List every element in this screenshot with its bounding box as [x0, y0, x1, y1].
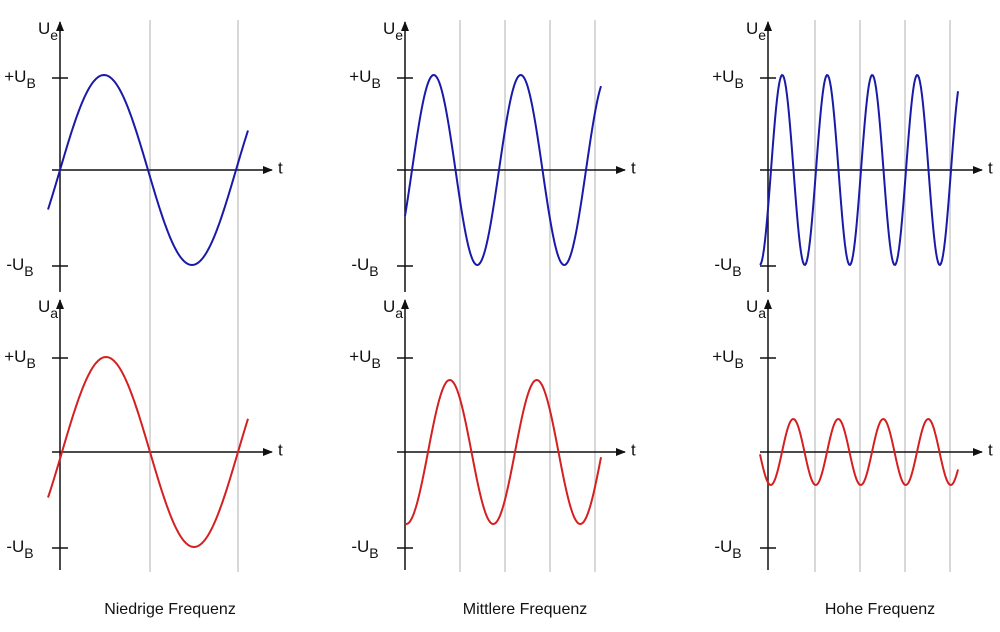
time-label: t: [631, 440, 636, 459]
time-label: t: [631, 158, 636, 177]
bottom-label-main: -U: [714, 537, 732, 556]
bottom-label: -UB: [714, 255, 741, 278]
axis-label-sub: a: [50, 305, 58, 321]
axis-label-sub: e: [50, 27, 58, 43]
bottom-label: -UB: [351, 537, 378, 560]
axis-label-main: U: [746, 297, 758, 316]
axis-label-sub: a: [395, 305, 403, 321]
axis-label: Ue: [746, 19, 766, 42]
top-label-sub: B: [371, 355, 380, 371]
bottom-label: -UB: [351, 255, 378, 278]
top-label: +UB: [4, 347, 36, 370]
axis-label: Ue: [38, 19, 58, 42]
waveform: [759, 73, 959, 267]
bottom-label-main: -U: [6, 537, 24, 556]
time-label: t: [278, 158, 283, 177]
caption: Niedrige Frequenz: [104, 601, 236, 618]
top-label-main: +U: [712, 67, 734, 86]
top-label-main: +U: [349, 67, 371, 86]
bottom-label-sub: B: [369, 263, 378, 279]
top-label-sub: B: [734, 355, 743, 371]
axis-label-main: U: [383, 19, 395, 38]
axis-label-main: U: [383, 297, 395, 316]
axis-label-main: U: [38, 19, 50, 38]
axis-label: Ua: [38, 297, 58, 320]
top-label-sub: B: [371, 75, 380, 91]
bottom-label-sub: B: [369, 545, 378, 561]
bottom-label: -UB: [714, 537, 741, 560]
top-label-main: +U: [4, 347, 26, 366]
top-label-sub: B: [734, 75, 743, 91]
top-label-main: +U: [349, 347, 371, 366]
waveform: [404, 73, 602, 267]
axis-label: Ue: [383, 19, 403, 42]
bottom-label-sub: B: [24, 545, 33, 561]
bottom-label-sub: B: [732, 263, 741, 279]
bottom-label-sub: B: [732, 545, 741, 561]
caption: Hohe Frequenz: [825, 601, 935, 618]
waveform: [404, 378, 602, 526]
top-label: +UB: [349, 347, 381, 370]
axis-label-sub: e: [758, 27, 766, 43]
bottom-label: -UB: [6, 255, 33, 278]
waveform: [47, 73, 249, 267]
bottom-label-main: -U: [6, 255, 24, 274]
axis-label-main: U: [38, 297, 50, 316]
axis-label-main: U: [746, 19, 758, 38]
top-label-main: +U: [712, 347, 734, 366]
waveform: [759, 417, 959, 487]
top-label-main: +U: [4, 67, 26, 86]
time-label: t: [988, 158, 993, 177]
top-label: +UB: [712, 67, 744, 90]
top-label: +UB: [4, 67, 36, 90]
axis-label-sub: e: [395, 27, 403, 43]
time-label: t: [278, 440, 283, 459]
caption: Mittlere Frequenz: [463, 601, 588, 618]
bottom-label-main: -U: [351, 537, 369, 556]
top-label-sub: B: [26, 75, 35, 91]
bottom-label-main: -U: [714, 255, 732, 274]
bottom-label-sub: B: [24, 263, 33, 279]
time-label: t: [988, 440, 993, 459]
axis-label-sub: a: [758, 305, 766, 321]
top-label: +UB: [349, 67, 381, 90]
top-label-sub: B: [26, 355, 35, 371]
top-label: +UB: [712, 347, 744, 370]
axis-label: Ua: [746, 297, 766, 320]
waveform: [47, 355, 249, 549]
axis-label: Ua: [383, 297, 403, 320]
bottom-label: -UB: [6, 537, 33, 560]
bottom-label-main: -U: [351, 255, 369, 274]
